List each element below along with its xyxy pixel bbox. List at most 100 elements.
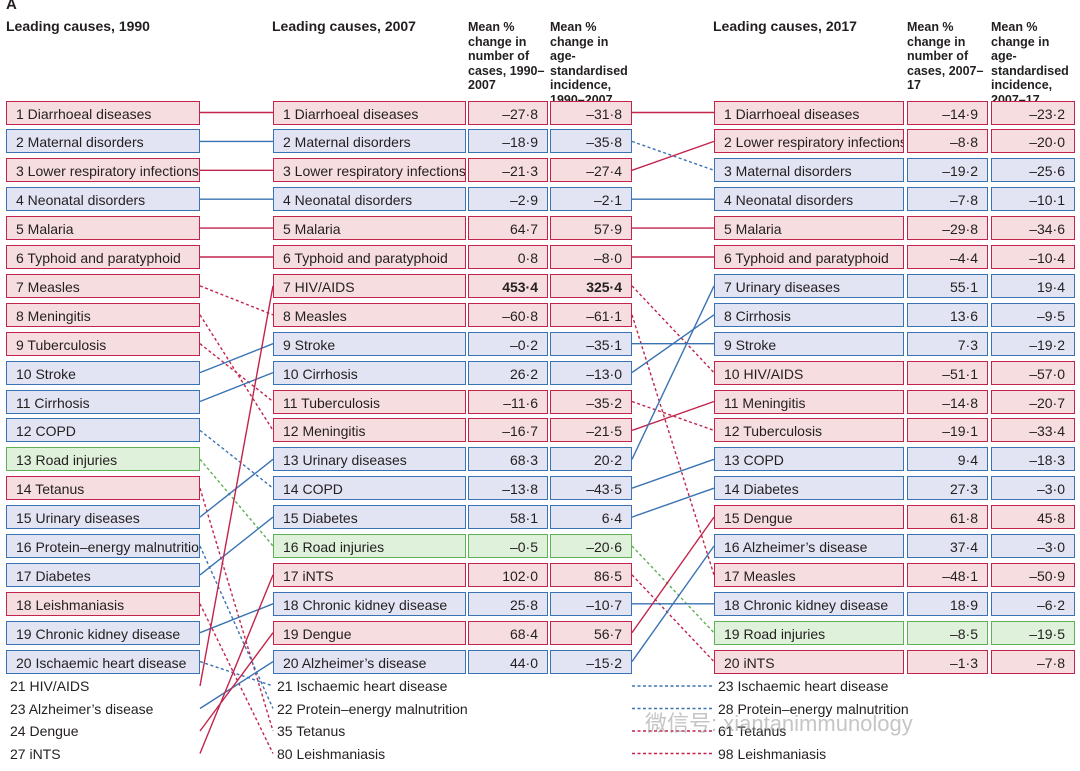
incidence-change-2007: 6·4 [550, 505, 632, 530]
cases-change-2017: 27·3 [907, 476, 988, 501]
cause-1990-extra: 24 Dengue [10, 723, 79, 739]
incidence-change-2007: –31·8 [550, 100, 632, 125]
incidence-change-2007: –43·5 [550, 476, 632, 501]
rank-connector-line [199, 660, 274, 687]
incidence-change-2017: –20·7 [991, 389, 1075, 414]
cases-change-2017: 13·6 [907, 302, 988, 327]
rank-connector-line [631, 516, 715, 634]
cases-change-2007: –21·3 [468, 158, 548, 183]
rank-connector-line [199, 603, 274, 754]
incidence-change-2007: 57·9 [550, 216, 632, 241]
incidence-change-2017: –25·6 [991, 158, 1075, 183]
cases-change-2017: –48·1 [907, 562, 988, 587]
cases-change-2007: 25·8 [468, 591, 548, 616]
cause-1990-box: 2 Maternal disorders [6, 129, 200, 154]
cause-2007-box: 4 Neonatal disorders [273, 187, 466, 212]
incidence-change-2007: 20·2 [550, 447, 632, 472]
cause-2017-box: 11 Meningitis [714, 389, 904, 414]
cause-1990-box: 14 Tetanus [6, 476, 200, 501]
cases-change-2007: 453·4 [468, 273, 548, 298]
rank-connector-line [631, 458, 715, 489]
incidence-change-2017: –34·6 [991, 216, 1075, 241]
incidence-change-2017: –19·5 [991, 620, 1075, 645]
cause-1990-box: 13 Road injuries [6, 447, 200, 472]
incidence-change-2007: –27·4 [550, 158, 632, 183]
cause-2017-box: 1 Diarrhoeal diseases [714, 100, 904, 125]
rank-connector-line [199, 458, 274, 547]
cause-2007-box: 2 Maternal disorders [273, 129, 466, 154]
rank-connector-line [199, 285, 274, 687]
cause-1990-box: 9 Tuberculosis [6, 331, 200, 356]
cause-2007-box: 17 iNTS [273, 562, 466, 587]
incidence-change-2017: –9·5 [991, 302, 1075, 327]
incidence-change-2007: –13·0 [550, 360, 632, 385]
cause-2007-box: 15 Diabetes [273, 505, 466, 530]
cases-change-2017: –14·9 [907, 100, 988, 125]
cases-change-2007: –13·8 [468, 476, 548, 501]
header-cases-1990-2007: Mean % change in number of cases, 1990–2… [468, 20, 545, 92]
rank-connector-line [631, 285, 715, 374]
incidence-change-2017: –57·0 [991, 360, 1075, 385]
cause-2007-box: 19 Dengue [273, 620, 466, 645]
header-incidence-1990-2007: Mean % change in age-standardised incide… [550, 20, 628, 107]
cause-2017-box: 18 Chronic kidney disease [714, 591, 904, 616]
cause-2007-box: 20 Alzheimer’s disease [273, 649, 466, 674]
rank-connector-line [199, 632, 274, 732]
incidence-change-2007: –10·7 [550, 591, 632, 616]
incidence-change-2007: 86·5 [550, 562, 632, 587]
cause-2007-box: 8 Measles [273, 302, 466, 327]
cause-2017-box: 8 Cirrhosis [714, 302, 904, 327]
incidence-change-2007: –8·0 [550, 245, 632, 269]
rank-connector-line [631, 400, 715, 432]
cause-2017-box: 14 Diabetes [714, 476, 904, 501]
cause-1990-box: 5 Malaria [6, 216, 200, 241]
cases-change-2007: 68·3 [468, 447, 548, 472]
cases-change-2017: 7·3 [907, 331, 988, 356]
cause-2017-box: 17 Measles [714, 562, 904, 587]
cause-2017-box: 10 HIV/AIDS [714, 360, 904, 385]
rank-connector-line [199, 429, 274, 489]
cases-change-2007: –60·8 [468, 302, 548, 327]
cases-change-2017: –4·4 [907, 245, 988, 269]
cases-change-2007: 102·0 [468, 562, 548, 587]
cause-2017-box: 7 Urinary diseases [714, 273, 904, 298]
incidence-change-2007: –15·2 [550, 649, 632, 674]
header-2017: Leading causes, 2017 [713, 18, 857, 34]
cause-2007-box: 13 Urinary diseases [273, 447, 466, 472]
rank-connector-line [631, 545, 715, 663]
header-1990: Leading causes, 1990 [6, 18, 150, 34]
cause-2017-box: 13 COPD [714, 447, 904, 472]
incidence-change-2007: 56·7 [550, 620, 632, 645]
cause-2007-extra: 80 Leishmaniasis [277, 745, 386, 762]
rank-connector-line [631, 314, 715, 374]
cause-1990-box: 20 Ischaemic heart disease [6, 649, 200, 674]
cause-1990-box: 12 COPD [6, 418, 200, 443]
incidence-change-2017: –20·0 [991, 129, 1075, 154]
cases-change-2017: 61·8 [907, 505, 988, 530]
cause-1990-box: 18 Leishmaniasis [6, 591, 200, 616]
cases-change-2017: –51·1 [907, 360, 988, 385]
cause-1990-box: 4 Neonatal disorders [6, 187, 200, 212]
rank-connector-line [199, 603, 274, 634]
cause-2007-box: 11 Tuberculosis [273, 389, 466, 414]
cause-2017-box: 20 iNTS [714, 649, 904, 674]
cases-change-2007: –0·2 [468, 331, 548, 356]
cases-change-2017: 55·1 [907, 273, 988, 298]
cause-2007-box: 18 Chronic kidney disease [273, 591, 466, 616]
cause-2007-box: 16 Road injuries [273, 534, 466, 558]
rank-connector-line [199, 574, 274, 754]
incidence-change-2017: –10·1 [991, 187, 1075, 212]
incidence-change-2017: –50·9 [991, 562, 1075, 587]
rank-connector-line [631, 314, 715, 576]
incidence-change-2017: 45·8 [991, 505, 1075, 530]
cause-2017-extra: 61 Tetanus [718, 723, 787, 739]
cause-2017-extra: 98 Leishmaniasis [718, 745, 827, 762]
cause-2007-box: 1 Diarrhoeal diseases [273, 100, 466, 125]
incidence-change-2007: –35·1 [550, 331, 632, 356]
cause-2007-box: 9 Stroke [273, 331, 466, 356]
cause-2007-box: 6 Typhoid and paratyphoid [273, 245, 466, 269]
cases-change-2017: –1·3 [907, 649, 988, 674]
rank-connector-line [199, 487, 274, 732]
rank-connector-line [199, 545, 274, 709]
cause-2007-box: 12 Meningitis [273, 418, 466, 443]
